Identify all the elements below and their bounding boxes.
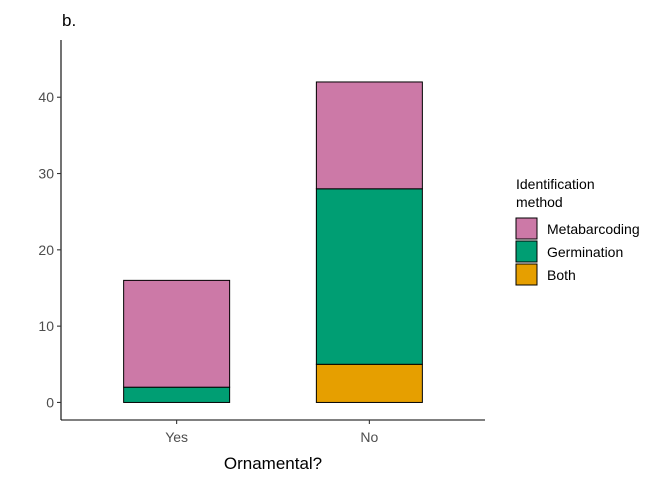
- bar-no-metabarcoding: [315, 81, 423, 190]
- x-ticks-group: Yes No: [165, 420, 379, 445]
- x-tick-label: Yes: [165, 429, 188, 445]
- bar-no-both: [315, 363, 423, 403]
- x-tick-label: No: [360, 429, 378, 445]
- legend-title: method: [516, 194, 563, 210]
- legend-title: Identification: [516, 176, 595, 192]
- y-ticks-group: 0 10 20 30 40: [38, 89, 61, 410]
- y-tick-label: 20: [38, 242, 54, 258]
- bar-yes-metabarcoding: [123, 279, 231, 388]
- x-axis-title: Ornamental?: [224, 454, 322, 473]
- y-tick-label: 10: [38, 318, 54, 334]
- bar-yes-germination: [123, 386, 231, 403]
- legend-swatch-both: [515, 263, 538, 286]
- legend-label-germination: Germination: [547, 244, 623, 260]
- y-tick-label: 0: [46, 394, 54, 410]
- legend-label-metabarcoding: Metabarcoding: [547, 221, 640, 237]
- bars-group: [123, 81, 423, 403]
- y-tick-label: 30: [38, 166, 54, 182]
- legend-label-both: Both: [547, 267, 576, 283]
- legend: Identification method Metabarcoding Germina…: [515, 176, 640, 286]
- panel-tag: b.: [62, 11, 76, 30]
- legend-swatch-germination: [515, 240, 538, 263]
- y-tick-label: 40: [38, 89, 54, 105]
- legend-swatch-metabarcoding: [515, 217, 538, 240]
- bar-no-germination: [315, 188, 423, 365]
